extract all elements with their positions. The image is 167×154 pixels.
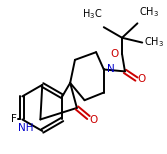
Text: O: O — [89, 115, 97, 125]
Text: H$_3$C: H$_3$C — [81, 8, 102, 21]
Text: N: N — [107, 65, 114, 75]
Text: NH: NH — [18, 123, 34, 133]
Text: F: F — [11, 114, 17, 124]
Text: CH$_3$: CH$_3$ — [144, 36, 164, 49]
Text: O: O — [110, 49, 118, 59]
Text: CH$_3$: CH$_3$ — [139, 5, 159, 18]
Text: O: O — [137, 74, 145, 84]
